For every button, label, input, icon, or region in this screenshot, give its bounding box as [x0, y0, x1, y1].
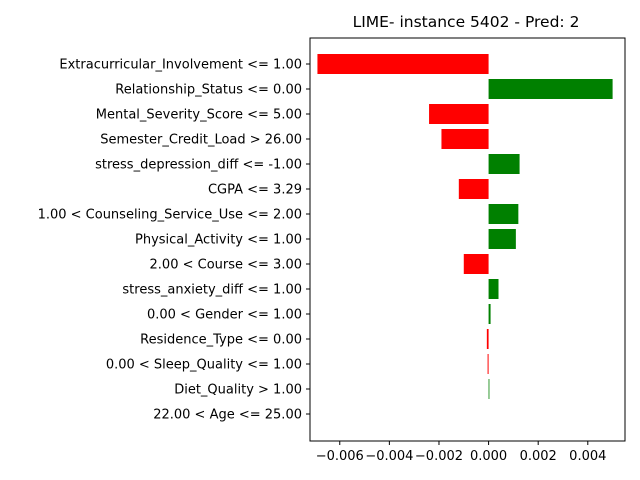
bars-group [317, 54, 613, 399]
y-axis-ticks: Extracurricular_Involvement <= 1.00 Relat… [38, 58, 310, 423]
y-tick-label: 0.00 < Sleep_Quality <= 1.00 [106, 358, 302, 373]
x-tick-label: −0.006 [316, 449, 364, 464]
y-tick-label: Residence_Type <= 0.00 [140, 333, 302, 348]
bar [488, 279, 499, 299]
bar [429, 104, 489, 124]
bar [488, 154, 520, 174]
y-tick-label: 0.00 < Gender <= 1.00 [147, 308, 302, 323]
bar [488, 379, 490, 399]
bar [317, 54, 489, 74]
x-axis-ticks: −0.006 −0.004 −0.002 0.000 0.002 0.004 [316, 441, 606, 464]
y-tick-label: Physical_Activity <= 1.00 [135, 233, 302, 248]
bar [458, 179, 489, 199]
y-tick-label: stress_depression_diff <= -1.00 [95, 158, 302, 173]
x-tick-label: 0.004 [569, 449, 606, 464]
y-tick-label: Diet_Quality > 1.00 [174, 383, 302, 398]
bar [487, 354, 489, 374]
bar [488, 204, 519, 224]
y-tick-label: stress_anxiety_diff <= 1.00 [122, 283, 302, 298]
bar [486, 329, 489, 349]
y-tick-label: 2.00 < Course <= 3.00 [150, 258, 302, 273]
bar [463, 254, 489, 274]
x-tick-label: −0.004 [365, 449, 413, 464]
y-tick-label: CGPA <= 3.29 [208, 183, 302, 198]
bar [441, 129, 489, 149]
plot-frame [309, 37, 626, 442]
bar [488, 304, 491, 324]
y-tick-label: Extracurricular_Involvement <= 1.00 [59, 58, 302, 73]
chart-title: LIME- instance 5402 - Pred: 2 [353, 13, 580, 31]
y-tick-label: 1.00 < Counseling_Service_Use <= 2.00 [38, 208, 302, 223]
y-tick-label: Relationship_Status <= 0.00 [115, 83, 302, 98]
bar [488, 229, 516, 249]
y-tick-label: Semester_Credit_Load > 26.00 [100, 133, 302, 148]
y-tick-label: 22.00 < Age <= 25.00 [153, 408, 302, 423]
x-tick-label: −0.002 [415, 449, 463, 464]
y-tick-label: Mental_Severity_Score <= 5.00 [96, 108, 302, 123]
bar [488, 79, 613, 99]
x-tick-label: 0.002 [520, 449, 557, 464]
x-tick-label: 0.000 [470, 449, 507, 464]
